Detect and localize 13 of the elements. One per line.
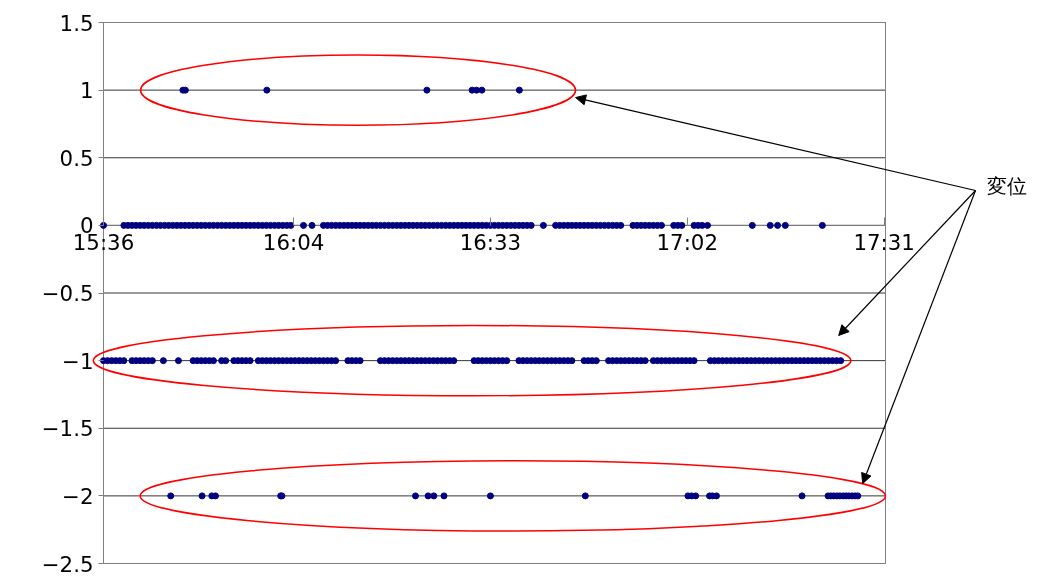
y-tick-label: 0.5 (59, 145, 94, 171)
x-tick-label: 17:02 (656, 230, 719, 256)
x-tick-label: 17:31 (853, 230, 915, 256)
y-tick-label: 1 (79, 78, 94, 104)
y-tick-label: −0.5 (41, 281, 94, 306)
text: 変位 (987, 174, 1028, 199)
y-tick-label: 1.5 (59, 10, 94, 36)
y-tick-label: −2 (62, 483, 94, 509)
y-tick-label: −1.5 (41, 416, 94, 442)
y-tick-label: −1 (62, 348, 94, 374)
y-tick-label: −2.5 (41, 551, 94, 577)
x-tick-label: 16:04 (262, 230, 325, 256)
x-tick-label: 16:33 (459, 230, 522, 256)
